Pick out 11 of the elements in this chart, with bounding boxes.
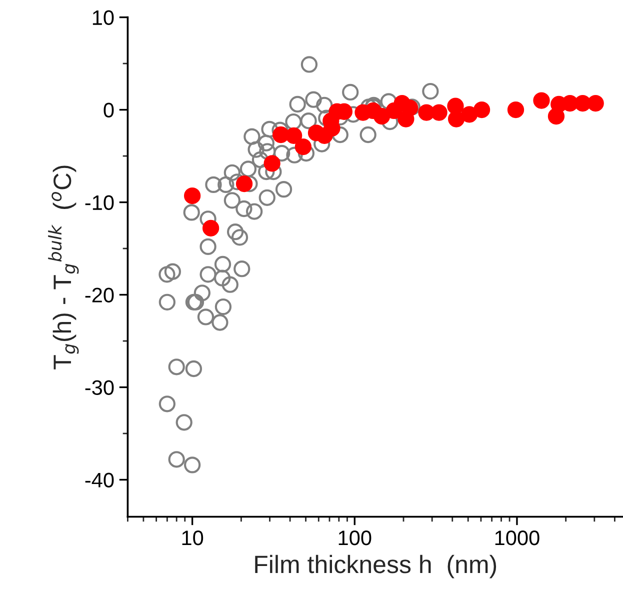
y-tick-label: -10 [85,195,114,210]
y-tick-label: -30 [85,380,114,395]
y-tick-label: 0 [104,102,114,118]
x-tick-label: 10 [182,530,204,546]
x-tick-label: 100 [338,530,372,546]
y-tick-label: 10 [92,10,114,26]
y-axis-title: T$_{g}$(h) - T$_{g}$$^{bulk}$ ($^{o}$C) [48,166,79,370]
x-tick-label: 1000 [495,530,540,546]
y-tick-label: -40 [85,472,114,488]
x-axis-title: Film thickness h (nm) [255,554,496,578]
y-tick-label: -20 [85,288,114,303]
